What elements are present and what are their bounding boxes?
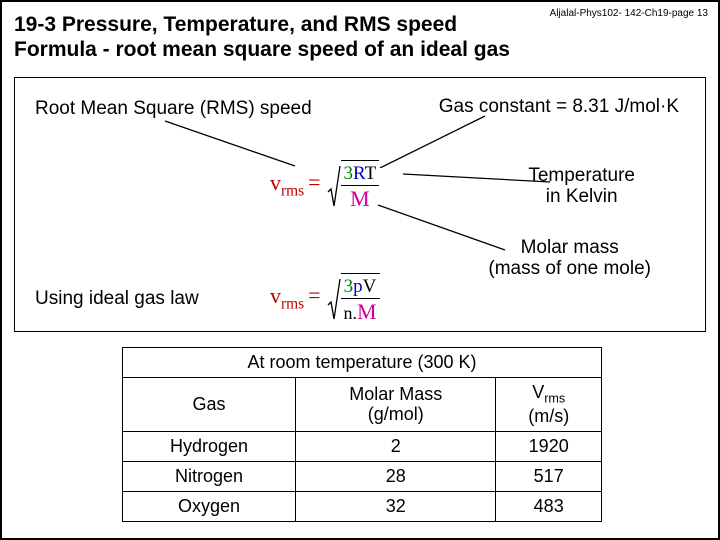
temperature-label: Temperaturein Kelvin	[528, 166, 635, 208]
col-gas: Gas	[123, 378, 296, 432]
table-row: Oxygen32483	[123, 491, 602, 521]
title-line-1: 19-3 Pressure, Temperature, and RMS spee…	[14, 12, 510, 37]
formula-rms-1: vrms = 3RT M	[270, 160, 379, 212]
gas-constant-label: Gas constant = 8.31 J/mol·K	[439, 96, 679, 118]
ideal-gas-law-label: Using ideal gas law	[35, 288, 199, 310]
formula-rms-2: vrms = 3pV n.M	[270, 273, 380, 325]
page-reference: Aljalal-Phys102- 142-Ch19-page 13	[550, 8, 708, 19]
col-vrms: Vrms(m/s)	[496, 378, 602, 432]
table-row: Nitrogen28517	[123, 461, 602, 491]
title-line-2: Formula - root mean square speed of an i…	[14, 37, 510, 62]
data-table: At room temperature (300 K) Gas Molar Ma…	[122, 347, 602, 522]
table-row: Hydrogen21920	[123, 431, 602, 461]
table-title: At room temperature (300 K)	[123, 348, 602, 378]
leader-line-gasconst	[375, 113, 535, 168]
rms-speed-label: Root Mean Square (RMS) speed	[35, 98, 312, 120]
formula-container: Root Mean Square (RMS) speed Gas constan…	[14, 77, 706, 332]
molar-mass-label: Molar mass(mass of one mole)	[488, 238, 651, 280]
slide-title: 19-3 Pressure, Temperature, and RMS spee…	[14, 12, 510, 62]
col-molar-mass: Molar Mass(g/mol)	[296, 378, 496, 432]
